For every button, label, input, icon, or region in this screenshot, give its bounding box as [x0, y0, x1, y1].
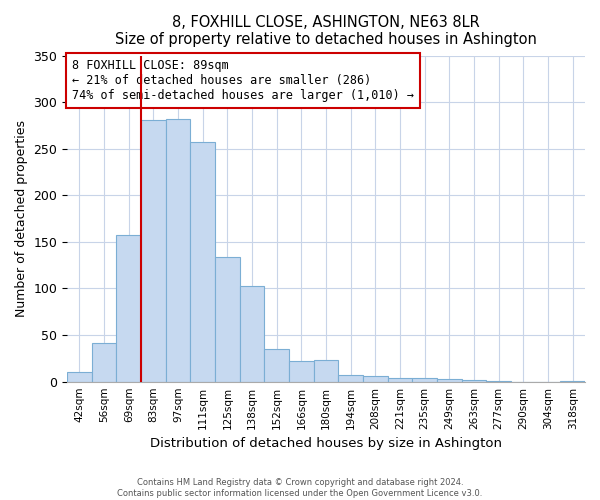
Bar — [92, 342, 116, 382]
Bar — [338, 375, 363, 382]
Text: Contains HM Land Registry data © Crown copyright and database right 2024.
Contai: Contains HM Land Registry data © Crown c… — [118, 478, 482, 498]
Title: 8, FOXHILL CLOSE, ASHINGTON, NE63 8LR
Size of property relative to detached hous: 8, FOXHILL CLOSE, ASHINGTON, NE63 8LR Si… — [115, 15, 537, 48]
Bar — [190, 142, 215, 382]
Text: 8 FOXHILL CLOSE: 89sqm
← 21% of detached houses are smaller (286)
74% of semi-de: 8 FOXHILL CLOSE: 89sqm ← 21% of detached… — [73, 59, 415, 102]
Y-axis label: Number of detached properties: Number of detached properties — [15, 120, 28, 317]
Bar — [437, 379, 462, 382]
Bar — [215, 257, 240, 382]
Bar — [265, 349, 289, 382]
Bar — [314, 360, 338, 382]
Bar — [141, 120, 166, 382]
Bar — [116, 236, 141, 382]
Bar — [289, 361, 314, 382]
Bar — [560, 380, 585, 382]
Bar — [388, 378, 412, 382]
Bar — [487, 380, 511, 382]
Bar — [67, 372, 92, 382]
X-axis label: Distribution of detached houses by size in Ashington: Distribution of detached houses by size … — [150, 437, 502, 450]
Bar — [363, 376, 388, 382]
Bar — [166, 119, 190, 382]
Bar — [462, 380, 487, 382]
Bar — [240, 286, 265, 382]
Bar — [412, 378, 437, 382]
